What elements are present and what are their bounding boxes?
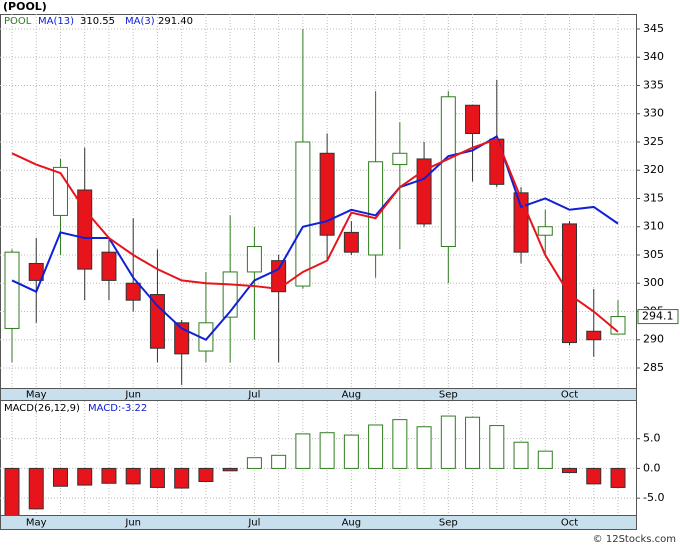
x-tick-label: Oct (561, 518, 578, 529)
x-tick-label: Oct (561, 390, 578, 401)
x-tick-label: Jul (247, 518, 260, 529)
macd-bar (52, 467, 68, 487)
macd-bar (295, 433, 311, 469)
candle-body (271, 260, 287, 293)
macd-bar (4, 467, 20, 515)
y-tick-label: 315 (643, 191, 664, 204)
y-tick-label: 300 (643, 276, 664, 289)
candle-body (537, 226, 553, 236)
macd-bar (174, 467, 190, 489)
macd-panel (0, 400, 637, 516)
candle-body (465, 104, 481, 135)
plot: 2852902953003053103153203253303353403455… (0, 14, 679, 529)
candle-body (295, 141, 311, 287)
candle-body (149, 294, 165, 349)
legend-ma13: MA(13) (38, 16, 74, 27)
candle-body (125, 282, 141, 301)
month-band (0, 515, 637, 530)
legend-ma3-value: 291.40 (158, 16, 193, 27)
x-tick-label: Jun (124, 390, 141, 401)
candle-body (77, 189, 93, 270)
ma-line (11, 137, 619, 333)
macd-bar (416, 426, 432, 469)
ma-line (11, 134, 619, 341)
macd-bar (149, 467, 165, 488)
macd-bar (125, 467, 141, 485)
y-tick-label: 330 (643, 107, 664, 120)
macd-legend: MACD(26,12,9) (4, 403, 80, 414)
chart-title: (POOL) (3, 0, 47, 13)
y-tick-label: 335 (643, 78, 664, 91)
x-tick-label: May (26, 518, 47, 529)
candle-body (440, 96, 456, 248)
price-panel (0, 14, 637, 389)
candle-body (392, 152, 408, 166)
y-tick-label: 285 (643, 361, 664, 374)
last-price-box (637, 309, 679, 325)
y-tick-label: 0.0 (643, 461, 661, 474)
y-tick-label: 340 (643, 50, 664, 63)
macd-bar (513, 441, 529, 469)
price-plot (0, 14, 636, 388)
candle-body (343, 231, 359, 253)
candle-body (319, 152, 335, 236)
macd-bar (465, 416, 481, 469)
macd-bar (440, 415, 456, 469)
x-tick-label: Jul (247, 390, 260, 401)
candle-body (513, 192, 529, 253)
y-tick-label: 290 (643, 333, 664, 346)
y-tick-label: -5.0 (643, 491, 664, 504)
last-price-label: 294.1 (642, 310, 674, 323)
macd-bar (319, 432, 335, 469)
x-tick-label: Aug (342, 390, 362, 401)
y-tick-label: 310 (643, 220, 664, 233)
macd-value: MACD:-3.22 (88, 403, 147, 414)
macd-bar (246, 457, 262, 469)
y-tick-label: 320 (643, 163, 664, 176)
macd-bar (101, 467, 117, 484)
macd-bar (586, 467, 602, 485)
legend-ma13-value: 310.55 (80, 16, 115, 27)
x-tick-label: Sep (439, 518, 458, 529)
macd-bar (368, 424, 384, 469)
x-tick-label: Sep (439, 390, 458, 401)
macd-plot (0, 401, 636, 515)
macd-bar (392, 419, 408, 469)
macd-bar (271, 454, 287, 469)
y-tick-label: 345 (643, 22, 664, 35)
macd-bar (222, 467, 238, 472)
macd-bar (28, 467, 44, 510)
candle-body (562, 223, 578, 344)
x-tick-label: Aug (342, 518, 362, 529)
y-tick-label: 305 (643, 248, 664, 261)
candle-body (4, 251, 20, 329)
macd-bar (610, 467, 626, 488)
macd-bar (489, 425, 505, 469)
macd-bar (198, 467, 214, 483)
footer: © 12Stocks.com (593, 534, 676, 545)
candle-body (489, 138, 505, 185)
y-tick-label: 325 (643, 135, 664, 148)
macd-bar (343, 434, 359, 469)
candle-body (246, 246, 262, 273)
month-band (0, 388, 637, 401)
macd-bar (562, 467, 578, 474)
x-tick-label: May (26, 390, 47, 401)
macd-bar (77, 467, 93, 486)
y-tick-label: 5.0 (643, 432, 661, 445)
candle-body (101, 251, 117, 281)
x-tick-label: Jun (124, 518, 141, 529)
legend-ticker: POOL (4, 16, 32, 27)
legend-ma3: MA(3) (125, 16, 155, 27)
candle-body (586, 330, 602, 341)
macd-bar (537, 450, 553, 469)
